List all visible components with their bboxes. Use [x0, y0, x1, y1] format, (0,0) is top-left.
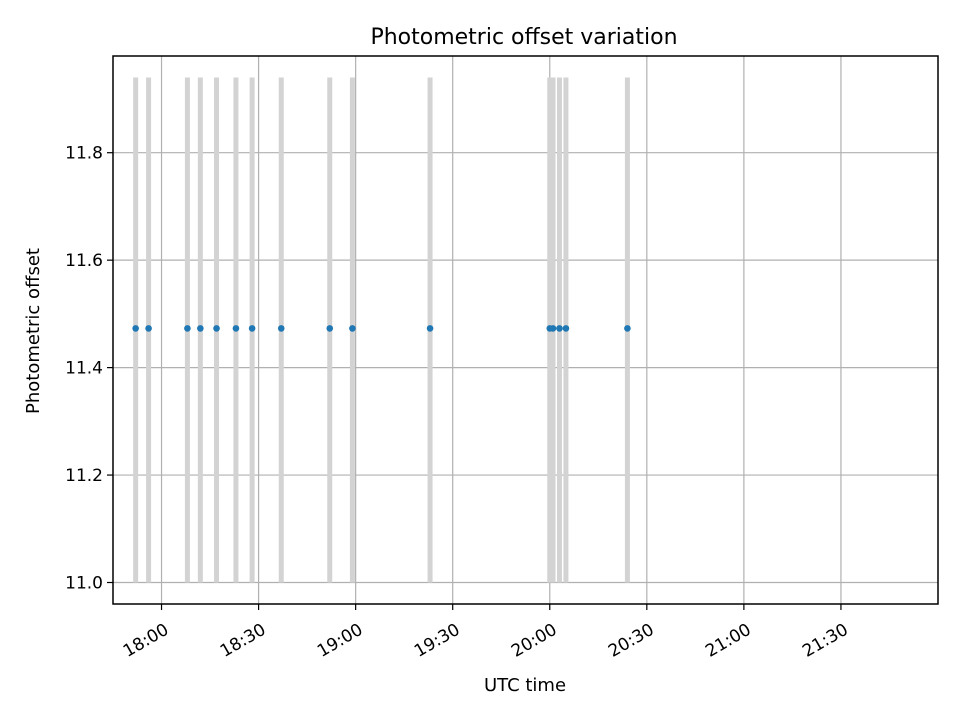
data-point — [277, 325, 285, 332]
x-tick-label: 20:00 — [508, 620, 560, 662]
data-point — [248, 325, 256, 332]
data-point — [349, 325, 356, 332]
data-point — [326, 325, 334, 332]
x-tick-label: 19:30 — [411, 620, 463, 662]
x-tick-label: 19:00 — [314, 620, 366, 662]
data-point — [562, 325, 570, 332]
x-tick-label: 18:30 — [217, 620, 269, 662]
data-point — [132, 325, 139, 332]
x-tick-label: 18:00 — [120, 620, 172, 662]
data-point — [549, 325, 557, 332]
x-axis-ticks: 18:00 18:30 19:00 19:30 20:00 20:30 21:00 21:30 — [120, 604, 852, 662]
y-tick-label: 11.8 — [65, 144, 103, 164]
x-axis-label: UTC time — [484, 675, 566, 696]
y-tick-label: 11.2 — [65, 466, 103, 486]
data-point — [145, 325, 152, 332]
y-tick-label: 11.4 — [65, 359, 103, 379]
chart-title: Photometric offset variation — [370, 25, 677, 50]
data-point — [184, 325, 191, 332]
y-tick-label: 11.0 — [65, 574, 103, 594]
data-point — [556, 325, 563, 332]
y-tick-label: 11.6 — [65, 251, 103, 271]
x-tick-label: 21:30 — [799, 620, 851, 662]
data-point — [624, 325, 631, 332]
data-point — [197, 325, 204, 332]
data-point — [213, 325, 220, 332]
data-points — [132, 325, 631, 332]
plot-frame — [112, 55, 939, 605]
y-axis-ticks: 11.0 11.2 11.4 11.6 11.8 — [65, 144, 113, 594]
data-point — [232, 325, 240, 332]
x-tick-label: 20:30 — [605, 620, 657, 662]
y-axis-label: Photometric offset — [23, 248, 44, 414]
data-point — [426, 325, 434, 332]
x-tick-label: 21:00 — [702, 620, 754, 662]
